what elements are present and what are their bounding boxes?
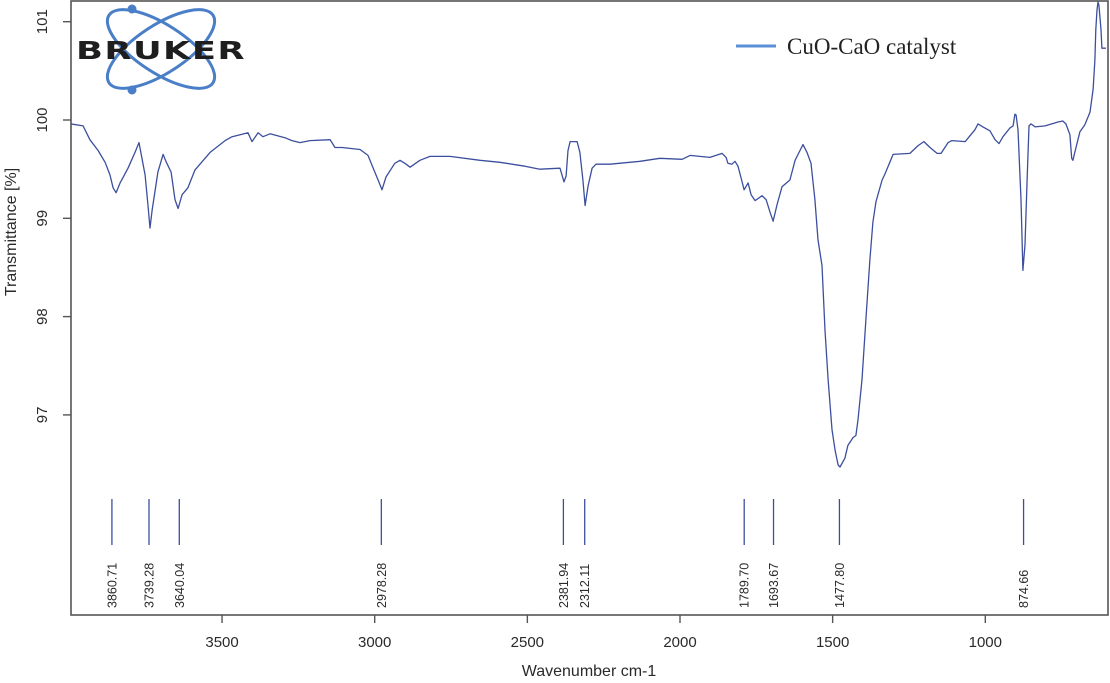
peak-label: 3860.71 bbox=[105, 563, 119, 608]
plot-frame bbox=[70, 0, 1109, 616]
atom-orbit-icon bbox=[105, 8, 217, 90]
y-tick-label: 98 bbox=[34, 308, 51, 325]
y-tick-label: 99 bbox=[34, 210, 51, 227]
y-tick-label: 100 bbox=[34, 107, 51, 132]
x-tick-label: 2500 bbox=[511, 634, 544, 651]
peak-label: 874.66 bbox=[1017, 570, 1031, 608]
bruker-logo-text: BRUKER bbox=[76, 36, 246, 65]
peak-label: 3739.28 bbox=[142, 563, 156, 608]
y-axis-title: Transmittance [%] bbox=[3, 168, 20, 296]
peak-annotations: 3860.71 3739.28 3640.04 2978.28 2381.94 2312.… bbox=[105, 499, 1031, 608]
x-tick-label: 1000 bbox=[969, 634, 1002, 651]
legend: CuO-CaO catalyst bbox=[736, 34, 957, 59]
x-tick-label: 3500 bbox=[205, 634, 238, 651]
peak-label: 2312.11 bbox=[578, 564, 592, 608]
spectrum-line bbox=[71, 1, 1106, 468]
peak-label: 2381.94 bbox=[557, 563, 571, 608]
y-axis-ticks: 97 98 99 100 101 bbox=[34, 9, 71, 423]
y-tick-label: 97 bbox=[34, 407, 51, 424]
x-axis-ticks: 3500 3000 2500 2000 1500 1000 bbox=[205, 615, 1002, 651]
x-tick-label: 1500 bbox=[816, 634, 849, 651]
x-tick-label: 3000 bbox=[358, 634, 391, 651]
x-tick-label: 2000 bbox=[663, 634, 696, 651]
peak-label: 1693.67 bbox=[767, 563, 781, 608]
legend-label: CuO-CaO catalyst bbox=[787, 34, 957, 59]
electron-dot-icon bbox=[127, 4, 137, 14]
x-axis-title: Wavenumber cm-1 bbox=[522, 663, 657, 680]
peak-label: 2978.28 bbox=[375, 563, 389, 608]
peak-label: 1789.70 bbox=[738, 563, 752, 608]
bruker-logo: BRUKER bbox=[76, 4, 246, 95]
peak-label: 1477.80 bbox=[833, 563, 847, 608]
peak-label: 3640.04 bbox=[173, 563, 187, 608]
y-tick-label: 101 bbox=[34, 9, 51, 34]
electron-dot-icon bbox=[127, 85, 137, 95]
